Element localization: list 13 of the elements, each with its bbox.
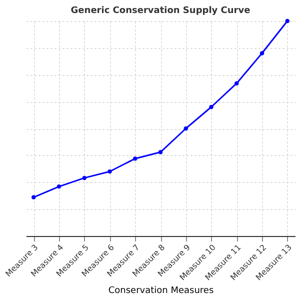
point (209, 104, 214, 110)
point (56, 184, 62, 189)
point (82, 176, 86, 180)
point (285, 18, 290, 24)
x-axis-title: Conservation Measures (108, 286, 214, 296)
point (234, 81, 239, 86)
point (108, 169, 112, 174)
point (133, 156, 138, 161)
point (260, 51, 264, 56)
chart-title: Generic Conservation Supply Curve (70, 6, 250, 16)
point (158, 150, 163, 154)
point (184, 126, 188, 131)
point (31, 195, 36, 200)
